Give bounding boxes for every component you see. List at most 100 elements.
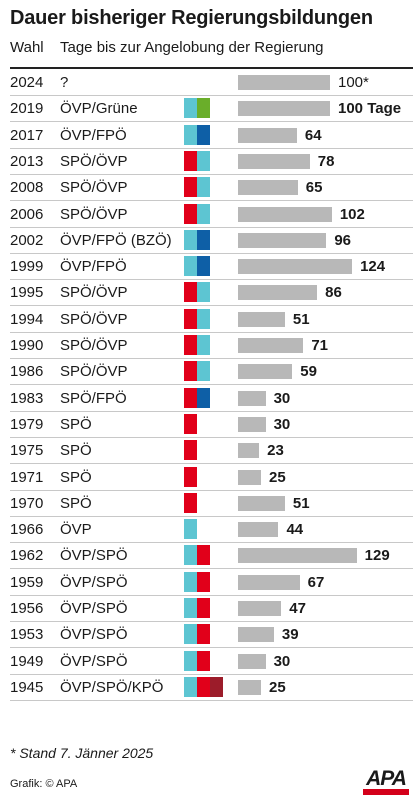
party-label: SPÖ/ÖVP xyxy=(60,337,128,354)
party-color-swatches xyxy=(184,519,197,540)
table-row: 1990 SPÖ/ÖVP 71 xyxy=(10,333,413,359)
chart-title: Dauer bisheriger Regierungsbildungen xyxy=(10,7,373,29)
party-label: SPÖ/ÖVP xyxy=(60,310,128,328)
value-label: 51 xyxy=(292,310,310,328)
bar xyxy=(238,601,282,616)
table-row: 1949 ÖVP/SPÖ 30 xyxy=(10,649,413,675)
bar xyxy=(238,338,304,353)
row-divider xyxy=(10,305,413,307)
row-divider xyxy=(10,200,413,202)
party-color-swatches xyxy=(184,124,210,145)
table-row: 1945 ÖVP/SPÖ/KPÖ 25 xyxy=(10,675,413,701)
bar xyxy=(238,627,274,643)
party-swatch-övp xyxy=(197,282,210,303)
logo-text: APA xyxy=(366,767,407,790)
value-label: 30 xyxy=(273,415,291,433)
bar xyxy=(238,206,332,222)
party-color-swatches xyxy=(184,676,223,697)
party-swatch-spö xyxy=(184,440,197,461)
party-swatch-övp xyxy=(184,124,197,145)
value-label: 86 xyxy=(325,284,342,302)
bar xyxy=(238,390,266,406)
party-swatch-grüne xyxy=(197,98,210,119)
party-label: SPÖ/ÖVP xyxy=(60,205,128,223)
party-swatch-spö xyxy=(197,598,210,618)
row-divider xyxy=(10,331,413,333)
party-color-swatches xyxy=(184,150,210,171)
row-divider xyxy=(10,542,413,544)
row-divider xyxy=(10,489,413,491)
row-divider xyxy=(10,594,413,596)
year-label: 2013 xyxy=(10,152,44,170)
party-label: ÖVP/SPÖ/KPÖ xyxy=(60,678,164,696)
party-swatch-spö xyxy=(197,650,210,671)
party-color-swatches xyxy=(184,229,210,250)
row-divider xyxy=(10,95,413,96)
table-row: 1966 ÖVP 44 xyxy=(10,517,413,544)
party-swatch-spö xyxy=(184,308,197,329)
party-color-swatches xyxy=(184,203,210,224)
bar xyxy=(238,101,330,117)
party-label: ÖVP/SPÖ xyxy=(60,626,128,644)
year-label: 1995 xyxy=(10,284,44,302)
bar xyxy=(238,522,279,538)
row-divider xyxy=(10,699,413,701)
party-swatch-spö xyxy=(184,387,197,408)
year-label: 2008 xyxy=(10,179,44,197)
bar xyxy=(238,469,261,485)
party-label: SPÖ/ÖVP xyxy=(60,179,128,197)
party-swatch-spö xyxy=(197,571,210,592)
year-label: 1966 xyxy=(10,521,44,539)
party-color-swatches xyxy=(184,466,197,487)
table-row: 2017 ÖVP/FPÖ 64 xyxy=(10,123,413,149)
table-row: 2013 SPÖ/ÖVP 78 xyxy=(10,149,413,175)
table-row: 1986 SPÖ/ÖVP 59 xyxy=(10,359,413,386)
apa-logo: APA xyxy=(361,767,411,795)
credit: Grafik: © APA xyxy=(10,778,78,790)
table-row: 1953 ÖVP/SPÖ 39 xyxy=(10,622,413,649)
year-label: 2002 xyxy=(10,231,44,249)
value-label: 30 xyxy=(273,389,291,407)
value-label: 100* xyxy=(338,74,369,91)
row-divider xyxy=(10,279,413,281)
year-label: 1945 xyxy=(10,678,44,696)
party-color-swatches xyxy=(184,545,210,566)
row-divider xyxy=(10,568,413,570)
bar xyxy=(238,259,353,275)
table-row: 1959 ÖVP/SPÖ 67 xyxy=(10,570,413,596)
year-label: 2017 xyxy=(10,126,44,144)
party-color-swatches xyxy=(184,440,197,461)
party-swatch-spö xyxy=(184,413,197,434)
party-color-swatches xyxy=(184,598,210,618)
party-swatch-övp xyxy=(184,676,197,697)
year-label: 1975 xyxy=(10,442,44,460)
row-divider xyxy=(10,358,413,359)
year-label: 1979 xyxy=(10,415,44,433)
year-label: 1962 xyxy=(10,547,44,565)
bar xyxy=(238,495,285,511)
party-color-swatches xyxy=(184,492,197,513)
year-label: 2006 xyxy=(10,205,44,223)
column-header-wahl: Wahl xyxy=(10,39,44,56)
party-color-swatches xyxy=(184,98,210,119)
party-color-swatches xyxy=(184,387,210,408)
row-divider xyxy=(10,147,413,149)
row-divider xyxy=(10,121,413,123)
party-swatch-spö xyxy=(184,361,197,382)
table-row: 1971 SPÖ 25 xyxy=(10,465,413,491)
party-swatch-fpö xyxy=(197,387,210,408)
party-swatch-spö xyxy=(184,282,197,303)
table-row: 1956 ÖVP/SPÖ 47 xyxy=(10,596,413,622)
party-swatch-spö xyxy=(184,150,197,171)
party-swatch-övp xyxy=(197,335,210,355)
party-label: SPÖ xyxy=(60,468,92,486)
party-swatch-övp xyxy=(197,308,210,329)
party-label: SPÖ/ÖVP xyxy=(60,284,128,302)
party-swatch-spö xyxy=(184,466,197,487)
bar xyxy=(238,574,300,590)
value-label: 102 xyxy=(339,205,365,223)
value-label: 59 xyxy=(300,363,317,381)
value-label: 39 xyxy=(281,626,299,644)
table-row: 1994 SPÖ/ÖVP 51 xyxy=(10,307,413,333)
table-row: 1999 ÖVP/FPÖ 124 xyxy=(10,254,413,281)
